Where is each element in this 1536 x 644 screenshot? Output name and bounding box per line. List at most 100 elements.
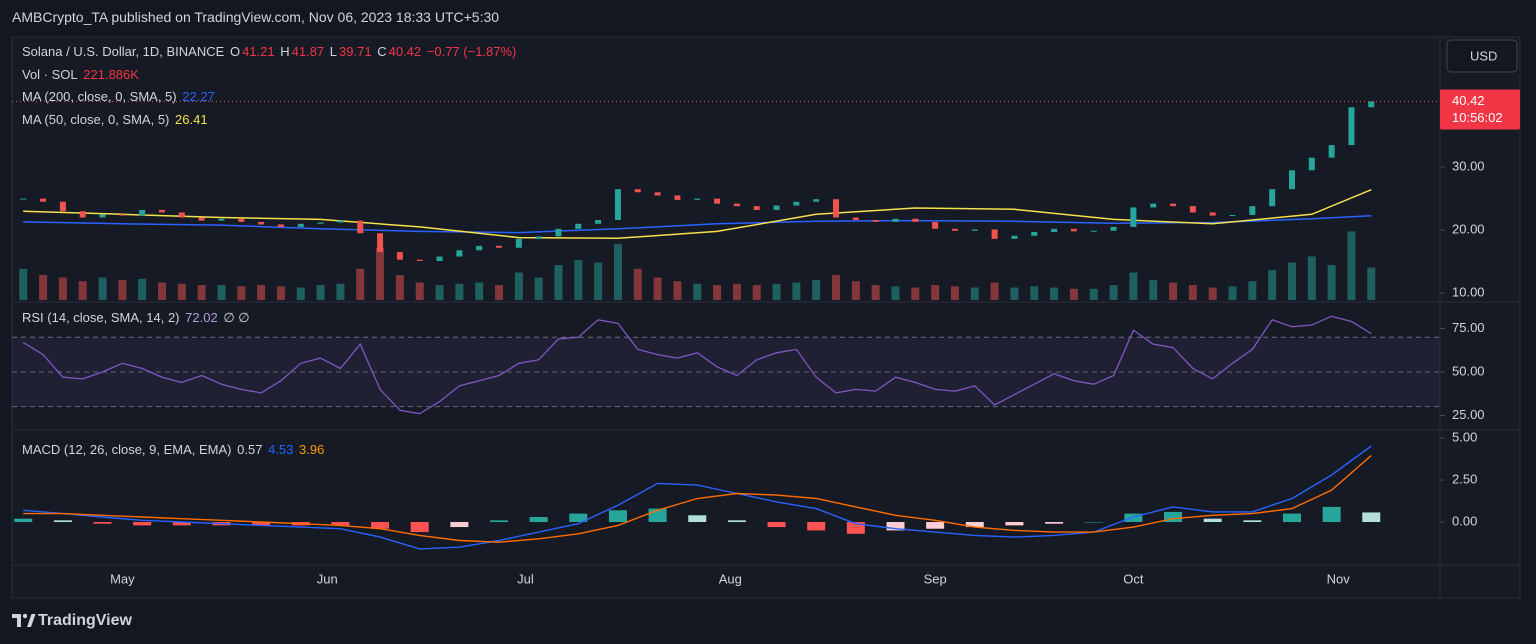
histogram-bar (14, 518, 33, 523)
x-tick-label: Nov (1327, 571, 1351, 586)
candle (852, 217, 859, 221)
volume-bar (435, 285, 444, 300)
candle (218, 218, 225, 221)
volume-bar (633, 268, 642, 300)
histogram-bar (252, 522, 271, 526)
candle (1249, 206, 1256, 215)
histogram-bar (608, 510, 627, 523)
candle (119, 214, 126, 216)
candle (476, 245, 483, 251)
price-legend: Solana / U.S. Dollar, 1D, BINANCE O 41.21… (22, 42, 518, 62)
countdown: 10:56:02 (1452, 110, 1503, 125)
volume-bar (812, 280, 821, 300)
volume-bar (1367, 267, 1376, 300)
candle (1209, 212, 1216, 216)
volume-bar (673, 281, 682, 300)
candle (416, 259, 423, 261)
volume-bar (792, 282, 801, 300)
volume-bar (772, 283, 781, 300)
candle (79, 211, 86, 218)
histogram-bar (767, 522, 786, 528)
x-tick-label: Aug (719, 571, 742, 586)
chart-frame (11, 36, 1521, 599)
macd-line (23, 445, 1372, 550)
volume-bar (554, 265, 563, 300)
histogram-bar (371, 522, 390, 529)
y-tick-label: 0.00 (1452, 513, 1477, 528)
histogram-bar (1084, 522, 1103, 523)
volume-value: 221.886K (83, 67, 139, 82)
histogram-bar (172, 522, 191, 526)
volume-bar (970, 287, 979, 300)
rsi-line (22, 315, 1372, 415)
volume-bar (613, 243, 622, 300)
candle (456, 250, 463, 257)
candle (773, 205, 780, 210)
volume-title: Vol · SOL (22, 67, 78, 82)
volume-bar (237, 286, 246, 300)
volume-bar (1010, 287, 1019, 300)
histogram-bar (1203, 518, 1222, 523)
candle (159, 209, 166, 213)
candle (833, 199, 840, 218)
volume-bar (1149, 280, 1158, 300)
histogram-bar (133, 522, 152, 526)
candle (436, 256, 443, 261)
volume-bar (1089, 288, 1098, 300)
histogram-bar (529, 516, 548, 523)
volume-bar (1248, 281, 1257, 300)
histogram-bar (688, 515, 707, 523)
histogram-bar (410, 522, 429, 533)
volume-bar (574, 260, 583, 300)
usd-button-frame[interactable] (1446, 39, 1518, 73)
candle (515, 238, 522, 248)
volume-bar (257, 285, 266, 300)
histogram-bar (727, 520, 746, 523)
volume-bar (911, 287, 920, 300)
candle (595, 220, 602, 224)
volume-bar (495, 285, 504, 300)
volume-bar (1188, 285, 1197, 300)
volume-bar (1228, 286, 1237, 300)
volume-bar (276, 286, 285, 300)
volume-bar (395, 275, 404, 300)
volume-bar (931, 285, 940, 300)
y-tick-label: 25.00 (1452, 407, 1485, 422)
usd-button-label[interactable]: USD (1470, 48, 1497, 63)
candle (991, 229, 998, 239)
candle (1130, 207, 1137, 227)
volume-bar (1307, 256, 1316, 300)
volume-bar (653, 277, 662, 300)
candle (555, 228, 562, 237)
volume-bar (217, 285, 226, 300)
volume-bar (475, 282, 484, 300)
volume-bar (1208, 287, 1217, 300)
volume-bar (534, 277, 543, 300)
volume-bar (693, 283, 702, 300)
logo-shape (12, 614, 21, 627)
candle (634, 189, 641, 193)
histogram-bar (1282, 513, 1301, 523)
volume-bar (158, 282, 167, 300)
ma-value: 22.27 (182, 89, 215, 104)
volume-bar (891, 286, 900, 300)
volume-bar (1287, 262, 1296, 300)
volume-bar (1069, 288, 1078, 300)
usd-button[interactable]: USD (1446, 39, 1518, 73)
volume-bar (376, 247, 385, 300)
candle (912, 218, 919, 222)
rsi-extra: ∅ ∅ (223, 310, 250, 325)
volume-bar (19, 268, 28, 300)
candle (178, 212, 185, 218)
volume-bar (1169, 282, 1178, 300)
histogram-bar (846, 522, 865, 534)
volume-bar (316, 285, 325, 300)
volume-bar (871, 285, 880, 300)
volume-bar (98, 277, 107, 300)
histogram-bar (1005, 522, 1024, 526)
candle (733, 203, 740, 207)
volume-bar (514, 272, 523, 300)
histogram-value: 0.57 (237, 442, 263, 457)
histogram-bar (1164, 511, 1183, 523)
